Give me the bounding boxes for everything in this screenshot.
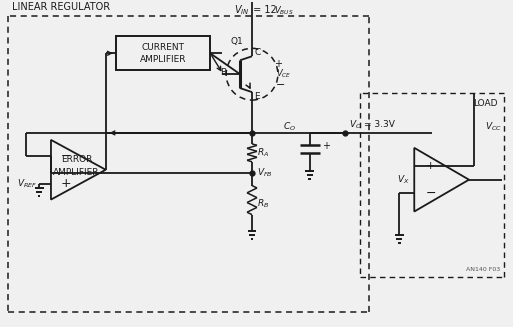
Text: AMPLIFIER: AMPLIFIER bbox=[140, 55, 186, 64]
Text: ERROR: ERROR bbox=[61, 155, 92, 164]
Text: −: − bbox=[276, 80, 285, 90]
Text: −: − bbox=[426, 187, 437, 199]
Text: $V_{BUS}$: $V_{BUS}$ bbox=[274, 4, 293, 17]
Text: $V_{CE}$: $V_{CE}$ bbox=[276, 68, 291, 80]
Text: +: + bbox=[61, 177, 71, 190]
Text: C: C bbox=[254, 48, 260, 57]
Text: $V_{FB}$: $V_{FB}$ bbox=[257, 166, 273, 179]
Text: = 12: = 12 bbox=[250, 6, 277, 15]
Text: $V_{CC}$: $V_{CC}$ bbox=[485, 121, 502, 133]
Text: +: + bbox=[322, 141, 330, 151]
Text: E: E bbox=[254, 92, 260, 101]
Text: Q1: Q1 bbox=[230, 37, 243, 46]
Text: $R_B$: $R_B$ bbox=[257, 198, 269, 210]
Text: LINEAR REGULATOR: LINEAR REGULATOR bbox=[12, 3, 110, 12]
Text: $V_{IN}$: $V_{IN}$ bbox=[234, 4, 250, 17]
Bar bbox=[115, 36, 210, 70]
Text: AMPLIFIER: AMPLIFIER bbox=[53, 168, 100, 177]
Text: LOAD: LOAD bbox=[473, 99, 498, 108]
Text: −: − bbox=[61, 150, 71, 163]
Text: $V_{REF}$: $V_{REF}$ bbox=[17, 178, 37, 190]
Text: +: + bbox=[274, 59, 282, 69]
Text: $C_O$: $C_O$ bbox=[283, 121, 296, 133]
Text: = 3.3V: = 3.3V bbox=[365, 120, 396, 129]
Text: +: + bbox=[426, 161, 436, 171]
Text: $R_A$: $R_A$ bbox=[257, 146, 269, 159]
Text: AN140 F03: AN140 F03 bbox=[466, 267, 500, 272]
Text: $V_X$: $V_X$ bbox=[397, 173, 409, 186]
Text: B: B bbox=[220, 68, 226, 77]
Text: $V_O$: $V_O$ bbox=[348, 119, 362, 131]
Text: CURRENT: CURRENT bbox=[142, 43, 185, 52]
